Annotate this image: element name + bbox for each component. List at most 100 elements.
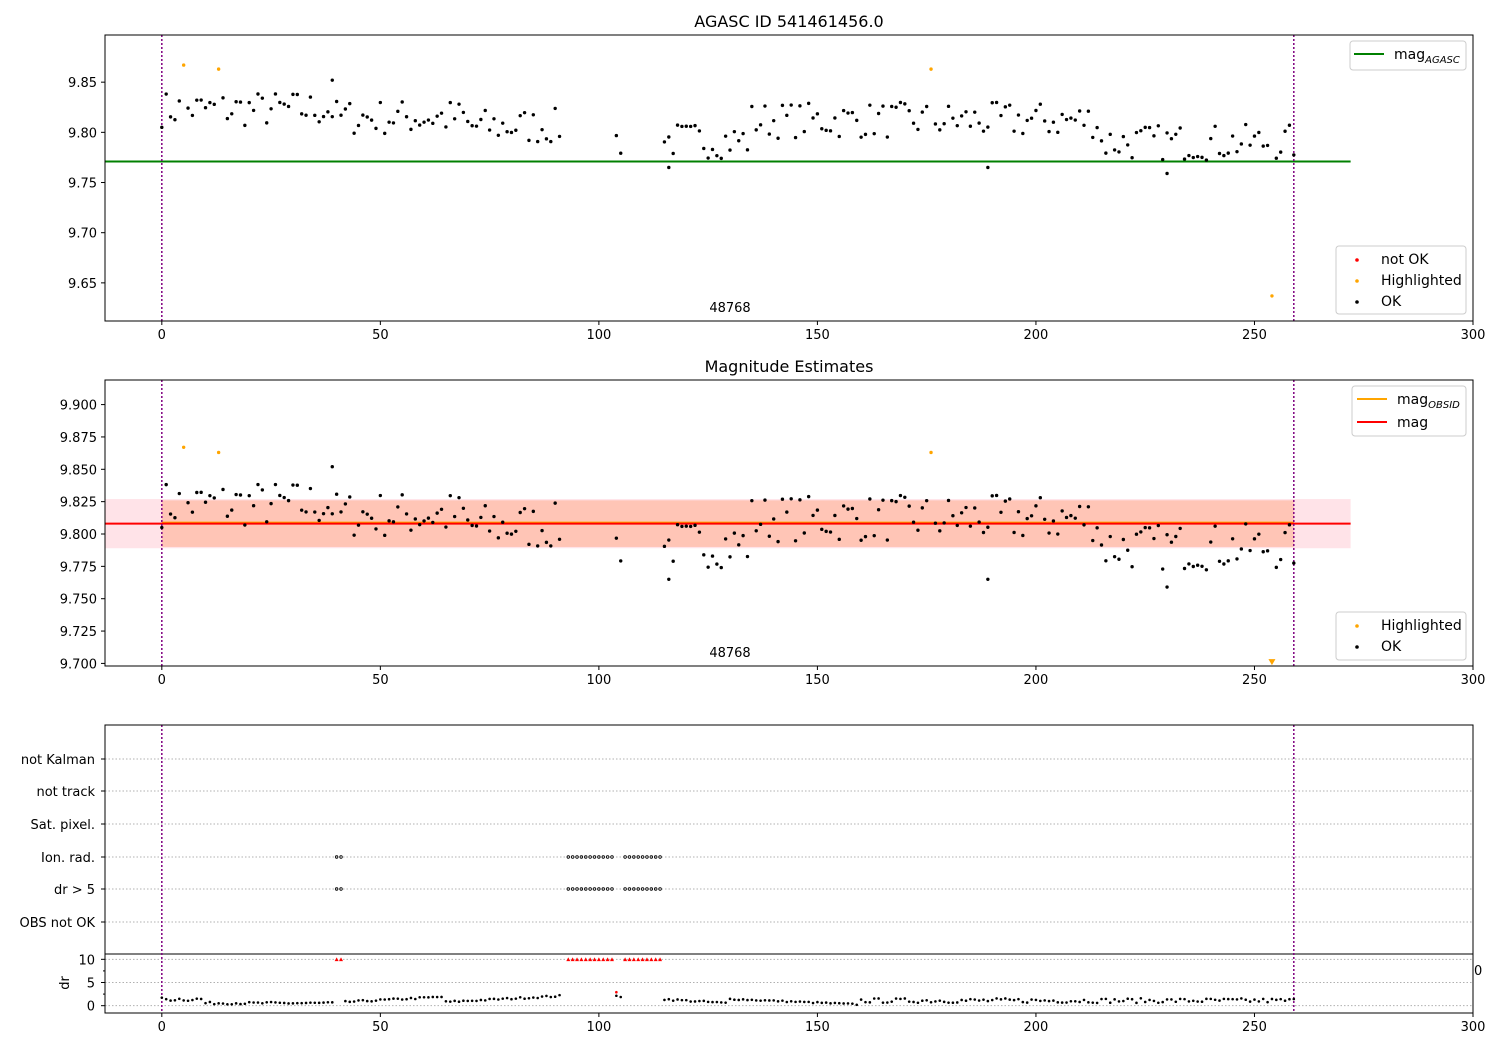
dr-point (1165, 998, 1169, 1001)
dr-point (527, 996, 531, 1000)
dr-point (955, 1001, 959, 1004)
ok-point (789, 103, 793, 107)
dr-point (208, 1000, 212, 1004)
dr-point (1078, 1000, 1081, 1004)
dr-point (440, 995, 443, 999)
dr-point (951, 1001, 955, 1004)
ok-point (479, 515, 483, 520)
dr-point (252, 1001, 255, 1004)
dr-point (1209, 997, 1213, 1001)
ok-point (361, 113, 365, 117)
dr-point (667, 997, 671, 1001)
ok-point (273, 92, 278, 96)
ok-point (1230, 134, 1235, 138)
ok-point (1200, 564, 1204, 568)
dr-point (750, 998, 754, 1002)
ok-point (321, 511, 326, 516)
dr-point (1047, 999, 1051, 1003)
ok-point (693, 123, 697, 128)
ok-point (1091, 135, 1095, 140)
dr-point (1025, 1001, 1029, 1004)
ok-point (557, 134, 562, 139)
dr-point (921, 999, 924, 1003)
ok-point (230, 508, 234, 512)
flag-point (636, 887, 640, 891)
ok-point (881, 498, 885, 502)
ok-point (1042, 119, 1047, 123)
ok-point (1095, 125, 1099, 130)
dr-point (475, 999, 478, 1003)
dr-point (444, 999, 448, 1003)
ok-point (955, 123, 959, 128)
flag-point (592, 855, 597, 859)
ok-point (785, 510, 789, 514)
dr-point (1021, 1000, 1025, 1004)
ok-point (487, 128, 492, 132)
ok-point (702, 553, 706, 557)
ok-point (186, 106, 190, 110)
magnitude-ytick-label: 9.825 (60, 496, 97, 511)
ok-point (868, 497, 872, 501)
ok-point (890, 498, 894, 503)
dr-point (807, 1000, 810, 1004)
ok-point (697, 129, 702, 133)
dr-point (1034, 998, 1038, 1002)
ok-point (435, 114, 439, 118)
ok-point (439, 111, 444, 115)
ok-point (195, 98, 199, 102)
agasc-panel-title: AGASC ID 541461456.0 (694, 12, 883, 31)
dr-point (1122, 999, 1125, 1003)
ok-point (986, 577, 990, 581)
ok-point (614, 536, 619, 540)
ok-point (466, 119, 470, 124)
ok-point (540, 528, 544, 533)
dr-point (1043, 999, 1046, 1002)
dr-point (706, 1000, 710, 1004)
ok-point (544, 540, 549, 545)
below-range-marker (1268, 659, 1276, 666)
ok-point (203, 500, 208, 504)
dr-clipped-marker (653, 957, 658, 962)
agasc-xtick-label: 150 (805, 328, 830, 343)
dr-point (1113, 998, 1116, 1001)
ok-point (1082, 523, 1086, 527)
flag-row-label: not track (36, 785, 95, 800)
ok-point (806, 101, 811, 106)
magnitude-ytick-label: 9.750 (60, 593, 97, 608)
dr-point (1012, 998, 1016, 1002)
ok-point (959, 114, 964, 118)
magnitude-xtick-label: 50 (372, 673, 389, 688)
flag-point (605, 887, 610, 891)
dr-point (986, 999, 990, 1003)
ok-point (903, 102, 907, 106)
ok-point (365, 512, 369, 516)
ok-point (833, 513, 837, 518)
ok-point (973, 506, 977, 510)
ok-point (824, 128, 828, 133)
ok-point (763, 104, 767, 108)
ok-point (369, 516, 374, 520)
dr-point (798, 1000, 802, 1003)
dr-clipped-marker (596, 957, 601, 962)
dr-point (497, 998, 500, 1001)
dr-point (1226, 997, 1230, 1001)
flag-point (575, 887, 579, 891)
ok-point (243, 123, 247, 128)
ok-point (1139, 129, 1143, 133)
flag-point (632, 855, 636, 859)
ok-point (662, 140, 667, 144)
ok-point (1108, 132, 1112, 137)
dr-point (1248, 1000, 1252, 1003)
ok-point (737, 543, 741, 547)
flag-point (588, 887, 592, 891)
dr-point (759, 999, 762, 1002)
ok-point (898, 100, 903, 105)
dr-point (1056, 1001, 1060, 1004)
ok-point (968, 124, 973, 128)
dr-point (488, 997, 491, 1001)
ok-point (334, 492, 339, 496)
flag-point (649, 887, 654, 891)
ok-point (374, 126, 378, 131)
dr-point (719, 1001, 723, 1004)
ok-point (492, 117, 496, 121)
